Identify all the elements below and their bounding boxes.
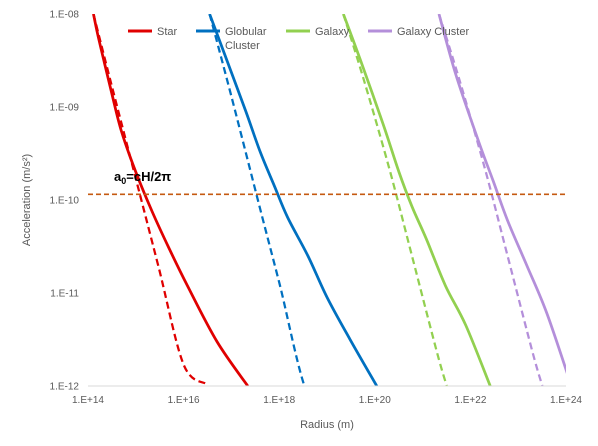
legend-item-globular-cluster: Globular Cluster bbox=[196, 26, 270, 52]
legend-label-star: Star bbox=[157, 26, 178, 38]
y-tick-label: 1.E-10 bbox=[50, 196, 80, 207]
x-tick-label: 1.E+20 bbox=[359, 395, 391, 406]
x-tick-labels: 1.E+14 1.E+16 1.E+18 1.E+20 1.E+22 1.E+24 bbox=[72, 395, 582, 406]
series-star-dashed-line bbox=[92, 14, 208, 386]
series-galaxy-cluster-dashed-line bbox=[437, 14, 544, 386]
plot-area bbox=[88, 14, 566, 386]
legend-label-line-1: Globular bbox=[225, 26, 267, 38]
series-galaxy-cluster-solid-line bbox=[437, 14, 566, 374]
legend-item-galaxy-cluster: Galaxy Cluster bbox=[368, 26, 469, 38]
legend-label-line-2: Cluster bbox=[225, 40, 260, 52]
a0-annotation-subscript: 0 bbox=[121, 176, 126, 186]
legend-item-galaxy: Galaxy bbox=[286, 26, 350, 38]
y-tick-labels: 1.E-12 1.E-11 1.E-10 1.E-09 1.E-08 bbox=[50, 10, 80, 393]
legend-item-star: Star bbox=[128, 26, 178, 38]
x-tick-label: 1.E+18 bbox=[263, 395, 295, 406]
y-tick-label: 1.E-08 bbox=[50, 10, 80, 21]
x-tick-label: 1.E+16 bbox=[168, 395, 200, 406]
series-globular-cluster-solid-line bbox=[208, 14, 378, 386]
series-star-solid-line bbox=[92, 14, 249, 386]
legend: Star Globular Cluster Galaxy Galaxy Clus… bbox=[128, 26, 469, 52]
y-tick-label: 1.E-12 bbox=[50, 382, 80, 393]
legend-label-galaxy-cluster: Galaxy Cluster bbox=[397, 26, 469, 38]
a0-annotation: a0=cH/2π bbox=[114, 169, 171, 186]
y-axis-title: Acceleration (m/s²) bbox=[21, 154, 33, 246]
y-tick-label: 1.E-11 bbox=[50, 289, 79, 300]
y-tick-label: 1.E-09 bbox=[50, 103, 80, 114]
series-galaxy-dashed-line bbox=[342, 14, 448, 386]
series-layer bbox=[92, 14, 566, 386]
x-tick-label: 1.E+24 bbox=[550, 395, 582, 406]
a0-annotation-rest: =cH/2π bbox=[126, 169, 171, 184]
a0-annotation-base: a bbox=[114, 169, 122, 184]
x-tick-label: 1.E+22 bbox=[454, 395, 486, 406]
x-axis-title: Radius (m) bbox=[300, 419, 354, 431]
legend-label-globular-cluster: Globular Cluster bbox=[225, 26, 270, 52]
series-galaxy-solid-line bbox=[342, 14, 492, 386]
legend-label-galaxy: Galaxy bbox=[315, 26, 350, 38]
series-globular-cluster-dashed-line bbox=[208, 14, 331, 386]
x-tick-label: 1.E+14 bbox=[72, 395, 104, 406]
